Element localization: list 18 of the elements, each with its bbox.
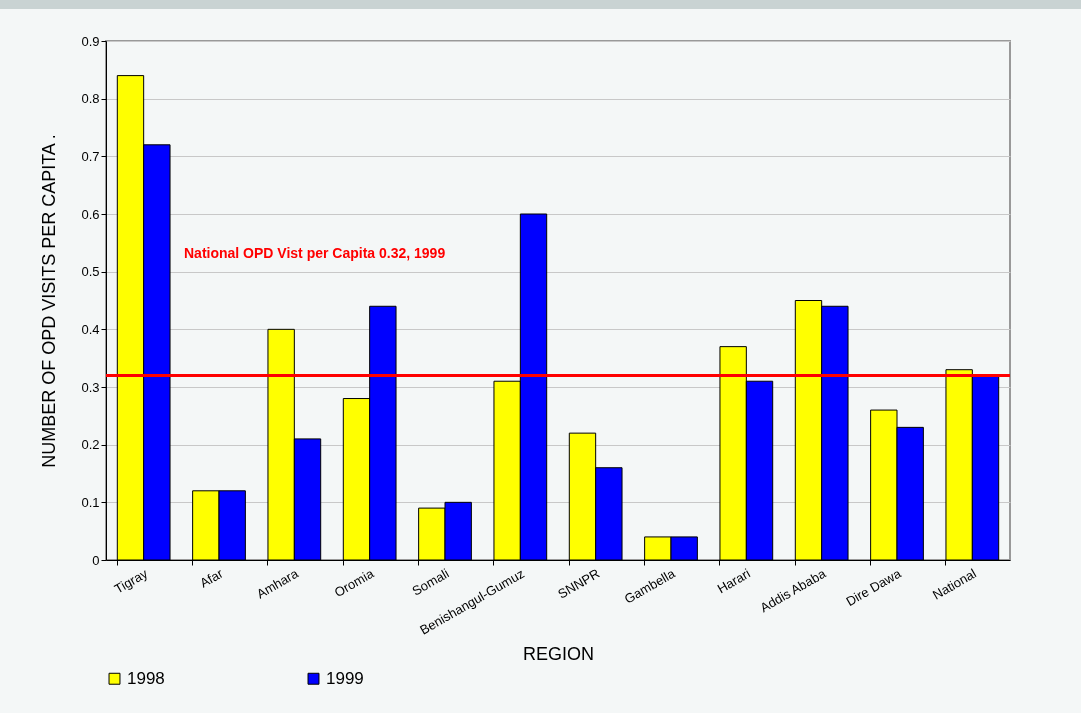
y-tick-label: 0.9 [81,33,100,49]
y-tick-label: 0.5 [81,264,100,280]
y-tick-label: 0.4 [81,321,100,337]
y-tick-label: 0.2 [81,437,100,453]
y-axis-title: NUMBER OF OPD VISITS PER CAPITA . [39,134,60,468]
x-tick-label: Dire Dawa [843,565,905,610]
x-tick-label: Afar [197,565,227,591]
x-axis-title: REGION [522,643,595,664]
y-tick-label: 0.7 [81,148,100,164]
y-tick-label: 0 [92,552,100,568]
legend-label: 1999 [326,668,364,688]
y-tick-label: 0.8 [81,91,100,107]
x-tick-label: Tigray [111,565,151,597]
y-tick-label: 0.3 [81,379,100,395]
y-tick-label: 0.6 [81,206,100,222]
annotation: National OPD Vist per Capita 0.32, 1999 [184,245,446,261]
y-tick-label: 0.1 [81,494,100,510]
legend-label: 1998 [127,668,165,688]
